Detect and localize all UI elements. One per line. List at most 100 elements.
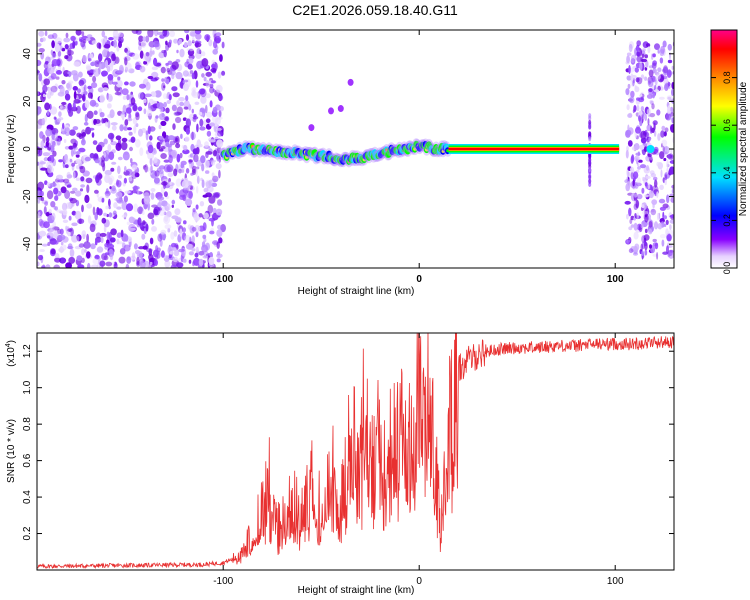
noise-speckle bbox=[86, 251, 91, 259]
noise-speckle bbox=[139, 65, 146, 73]
noise-speckle bbox=[165, 107, 170, 114]
noise-speckle bbox=[168, 39, 172, 45]
noise-speckle bbox=[92, 140, 98, 146]
noise-speckle bbox=[199, 144, 203, 148]
noise-speckle bbox=[163, 93, 167, 100]
noise-speckle bbox=[81, 204, 84, 213]
svg-text:(x104): (x104) bbox=[5, 340, 17, 367]
noise-speckle bbox=[115, 79, 123, 88]
noise-speckle bbox=[662, 40, 667, 48]
noise-speckle bbox=[117, 138, 122, 148]
noise-speckle bbox=[113, 202, 118, 209]
noise-speckle bbox=[101, 217, 107, 224]
noise-speckle bbox=[175, 116, 182, 124]
noise-speckle bbox=[112, 261, 115, 265]
noise-speckle bbox=[205, 181, 212, 189]
noise-speckle bbox=[637, 166, 641, 170]
noise-speckle bbox=[662, 145, 665, 153]
noise-speckle bbox=[101, 118, 105, 124]
noise-speckle bbox=[588, 136, 592, 142]
noise-speckle bbox=[634, 143, 640, 151]
noise-speckle bbox=[69, 129, 76, 136]
noise-speckle bbox=[126, 221, 131, 226]
noise-speckle bbox=[185, 34, 190, 41]
noise-speckle bbox=[630, 166, 634, 173]
noise-speckle bbox=[176, 49, 179, 54]
noise-speckle bbox=[160, 120, 167, 126]
noise-speckle bbox=[179, 152, 183, 159]
noise-speckle bbox=[145, 81, 151, 91]
noise-speckle bbox=[53, 264, 60, 268]
noise-speckle bbox=[182, 83, 189, 91]
noise-speckle bbox=[204, 34, 211, 41]
noise-speckle bbox=[652, 53, 656, 58]
noise-speckle bbox=[64, 93, 71, 101]
noise-speckle bbox=[138, 35, 144, 42]
noise-speckle bbox=[649, 100, 653, 104]
noise-speckle bbox=[588, 174, 592, 180]
noise-speckle bbox=[117, 241, 124, 245]
noise-speckle bbox=[671, 184, 674, 189]
noise-speckle bbox=[119, 124, 124, 132]
noise-speckle bbox=[54, 37, 63, 44]
noise-speckle bbox=[100, 236, 104, 244]
noise-speckle bbox=[188, 159, 193, 163]
noise-speckle bbox=[185, 198, 193, 206]
noise-speckle bbox=[68, 80, 74, 84]
noise-speckle bbox=[45, 264, 51, 268]
noise-speckle bbox=[201, 163, 205, 172]
noise-speckle bbox=[51, 59, 59, 67]
noise-speckle bbox=[112, 40, 118, 48]
noise-speckle bbox=[75, 158, 82, 165]
noise-speckle bbox=[218, 95, 224, 101]
carrier-band-core bbox=[448, 148, 620, 150]
noise-speckle bbox=[179, 48, 185, 58]
noise-speckle bbox=[147, 125, 151, 135]
noise-speckle bbox=[205, 104, 208, 114]
noise-speckle bbox=[108, 198, 111, 207]
noise-speckle bbox=[651, 103, 655, 110]
noise-speckle bbox=[184, 42, 188, 48]
noise-speckle bbox=[81, 139, 86, 146]
signal-blob bbox=[646, 145, 655, 153]
noise-speckle bbox=[118, 32, 124, 38]
noise-speckle bbox=[588, 113, 592, 119]
noise-speckle bbox=[215, 84, 223, 93]
noise-speckle bbox=[217, 130, 223, 137]
noise-speckle bbox=[87, 92, 93, 99]
noise-speckle bbox=[665, 113, 669, 120]
noise-speckle bbox=[634, 67, 639, 73]
noise-speckle bbox=[644, 249, 648, 256]
noise-speckle bbox=[650, 125, 653, 134]
noise-speckle bbox=[640, 57, 644, 63]
noise-speckle bbox=[153, 157, 158, 164]
noise-speckle bbox=[75, 30, 82, 36]
noise-speckle bbox=[213, 193, 220, 199]
noise-speckle bbox=[92, 206, 96, 216]
noise-speckle bbox=[671, 88, 674, 96]
noise-speckle bbox=[56, 118, 62, 123]
noise-speckle bbox=[69, 197, 77, 204]
noise-speckle bbox=[630, 90, 635, 98]
noise-speckle bbox=[64, 55, 69, 60]
noise-speckle bbox=[659, 151, 665, 160]
snr-panel: -100 0 100 0.2 0.4 0.6 0.8 1.0 1.2 Height of str… bbox=[5, 332, 675, 596]
noise-speckle bbox=[651, 127, 655, 134]
noise-speckle bbox=[62, 244, 67, 251]
noise-speckle bbox=[664, 178, 667, 186]
noise-speckle bbox=[638, 144, 645, 150]
noise-speckle bbox=[95, 175, 100, 184]
noise-speckle bbox=[76, 255, 83, 262]
noise-speckle bbox=[72, 86, 79, 91]
noise-speckle bbox=[671, 82, 674, 90]
noise-speckle bbox=[181, 169, 185, 173]
chart-title: C2E1.2026.059.18.40.G11 bbox=[292, 2, 458, 18]
noise-speckle bbox=[130, 136, 136, 143]
noise-speckle bbox=[143, 195, 151, 205]
noise-speckle bbox=[164, 260, 171, 268]
noise-speckle bbox=[90, 61, 95, 67]
noise-speckle bbox=[182, 149, 190, 155]
noise-speckle bbox=[205, 93, 211, 99]
noise-speckle bbox=[66, 82, 71, 89]
noise-speckle bbox=[636, 77, 643, 85]
